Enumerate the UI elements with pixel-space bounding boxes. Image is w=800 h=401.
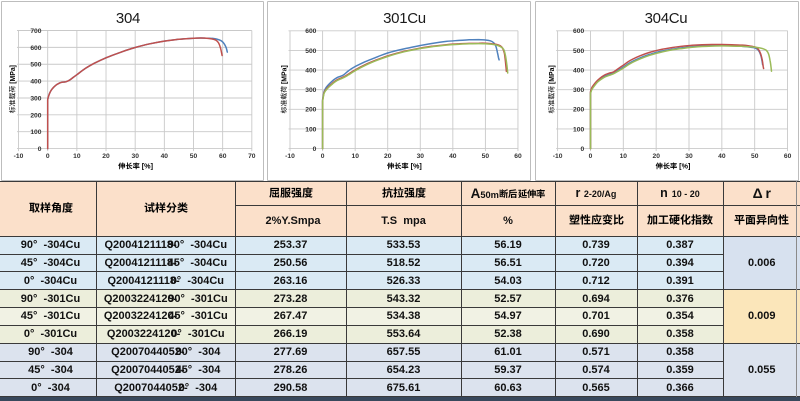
svg-text:0: 0 [313, 146, 317, 153]
svg-text:-10: -10 [14, 153, 24, 160]
svg-text:100: 100 [573, 126, 584, 133]
svg-text:[MPa]: [MPa] [281, 65, 288, 86]
svg-text:301Cu: 301Cu [383, 10, 426, 27]
svg-text:100: 100 [30, 129, 41, 136]
svg-text:500: 500 [30, 62, 41, 69]
svg-text:40: 40 [449, 153, 457, 160]
svg-text:70: 70 [248, 153, 256, 160]
svg-text:[MPa]: [MPa] [10, 65, 17, 86]
svg-text:60: 60 [514, 153, 522, 160]
svg-text:300: 300 [305, 87, 316, 94]
svg-text:700: 700 [30, 28, 41, 35]
svg-text:10: 10 [620, 153, 628, 160]
svg-text:[%]: [%] [677, 162, 690, 171]
svg-text:400: 400 [30, 79, 41, 86]
svg-text:50: 50 [751, 153, 759, 160]
svg-text:50: 50 [482, 153, 490, 160]
svg-text:400: 400 [573, 68, 584, 75]
svg-text:40: 40 [161, 153, 169, 160]
svg-text:20: 20 [652, 153, 660, 160]
svg-text:20: 20 [102, 153, 110, 160]
svg-text:[%]: [%] [409, 162, 422, 171]
svg-text:300: 300 [30, 95, 41, 102]
svg-text:10: 10 [351, 153, 359, 160]
svg-text:300: 300 [573, 87, 584, 94]
svg-text:30: 30 [417, 153, 425, 160]
svg-text:600: 600 [30, 45, 41, 52]
svg-text:0: 0 [589, 153, 593, 160]
svg-text:60: 60 [219, 153, 227, 160]
svg-text:[%]: [%] [140, 162, 153, 171]
svg-text:400: 400 [305, 68, 316, 75]
svg-text:0: 0 [38, 146, 42, 153]
svg-text:[MPa]: [MPa] [549, 65, 556, 86]
svg-text:500: 500 [573, 48, 584, 55]
svg-text:500: 500 [305, 48, 316, 55]
svg-text:200: 200 [30, 112, 41, 119]
svg-text:200: 200 [573, 107, 584, 114]
svg-text:40: 40 [718, 153, 726, 160]
svg-text:0: 0 [580, 146, 584, 153]
svg-text:600: 600 [305, 28, 316, 35]
svg-text:200: 200 [305, 107, 316, 114]
svg-text:-10: -10 [285, 153, 295, 160]
svg-text:100: 100 [305, 126, 316, 133]
svg-text:60: 60 [784, 153, 792, 160]
svg-text:-10: -10 [553, 153, 563, 160]
svg-text:50: 50 [190, 153, 198, 160]
svg-text:0: 0 [321, 153, 325, 160]
svg-text:304Cu: 304Cu [645, 10, 688, 27]
svg-text:0: 0 [46, 153, 50, 160]
svg-text:20: 20 [384, 153, 392, 160]
svg-text:600: 600 [573, 28, 584, 35]
svg-text:10: 10 [73, 153, 81, 160]
svg-text:30: 30 [685, 153, 693, 160]
svg-text:304: 304 [116, 10, 140, 27]
svg-text:30: 30 [131, 153, 139, 160]
